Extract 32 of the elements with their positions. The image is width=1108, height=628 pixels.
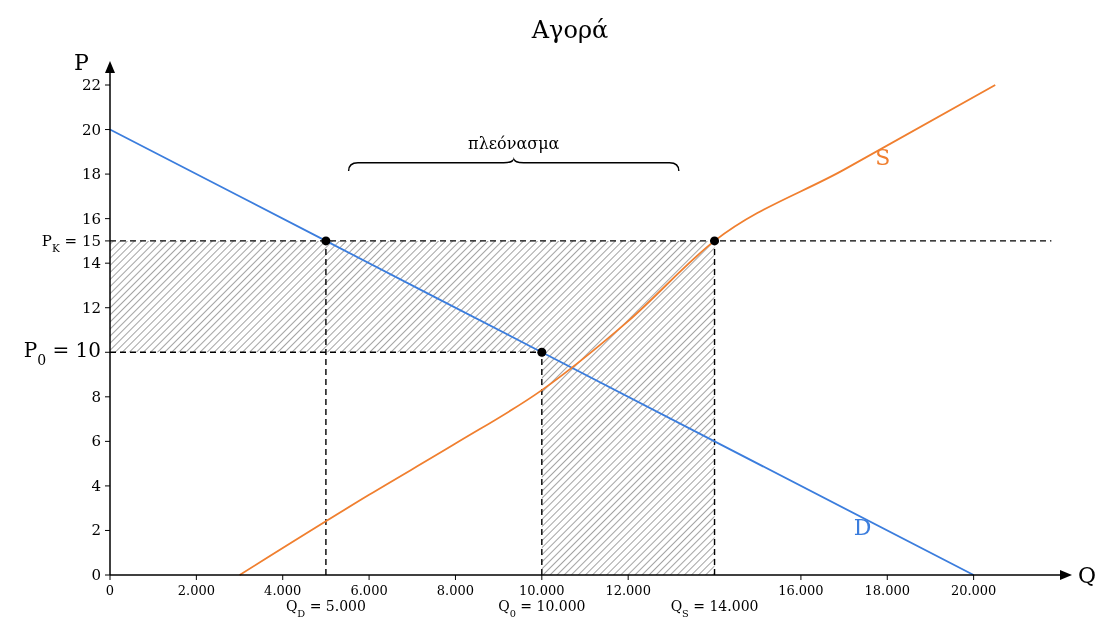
y-tick-label: 8	[91, 387, 101, 406]
y-tick-label: 4	[91, 476, 101, 495]
x-tick-label: 6.000	[350, 583, 388, 598]
x-tick-label: 4.000	[264, 583, 302, 598]
y-tick-label: 6	[91, 432, 101, 451]
x-tick-label: 2.000	[177, 583, 215, 598]
series-label: S	[875, 145, 891, 170]
y-tick-label: 20	[81, 120, 101, 139]
annotation: Q$_{0}$ = 10.000	[498, 598, 586, 619]
annotation: Q$_{D}$ = 5.000	[285, 598, 366, 619]
x-tick-label: 0	[105, 583, 115, 598]
x-tick-label: 18.000	[864, 583, 911, 598]
y-tick-label: 12	[81, 298, 101, 317]
annotation: πλεόνασμα	[468, 134, 560, 153]
x-axis-title: Q	[1078, 563, 1097, 588]
y-tick-label: 2	[91, 521, 101, 540]
series-label: D	[853, 515, 872, 540]
x-tick-label: 10.000	[519, 583, 565, 598]
x-tick-label: 20.000	[950, 583, 997, 598]
chart-title: Αγορά	[530, 16, 609, 44]
y-tick-label: 22	[81, 76, 101, 94]
y-tick-label: 16	[81, 209, 101, 228]
y-tick-label: 14	[81, 254, 101, 273]
y-tick-label: 18	[81, 165, 101, 184]
y-axis-title: P	[74, 50, 89, 75]
y-tick-label: 0	[91, 566, 101, 584]
x-tick-label: 16.000	[778, 583, 824, 598]
y-tick-label: P$_{K}$ = 15	[41, 231, 101, 254]
x-tick-label: 12.000	[605, 583, 651, 598]
annotation: Q$_{S}$ = 14.000	[670, 598, 759, 619]
x-tick-label: 8.000	[436, 583, 475, 598]
y-tick-label: P$_{0}$ = 10	[23, 338, 101, 369]
